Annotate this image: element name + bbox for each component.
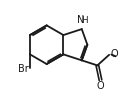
Text: O: O <box>110 49 118 59</box>
Text: O: O <box>97 81 104 91</box>
Text: H: H <box>81 16 88 25</box>
Text: Br: Br <box>18 64 29 74</box>
Text: N: N <box>77 15 84 25</box>
